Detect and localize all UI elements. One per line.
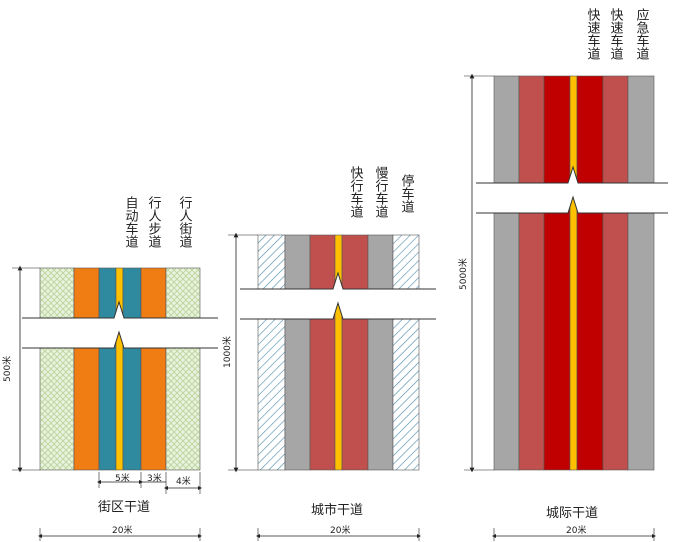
- red-lane-left: [309, 234, 336, 471]
- caption-city-arterial: 城市干道: [311, 502, 363, 518]
- orange-lane-right: [140, 267, 167, 471]
- orange-lane-left: [73, 267, 100, 471]
- width-dim-label-1: 20米: [112, 524, 132, 536]
- caption-street-arterial: 街区干道: [98, 500, 150, 515]
- height-dim-label-3: 5000米: [457, 258, 469, 290]
- label-pedestrian-path: 行人步道: [146, 196, 162, 248]
- median-yellow-3: [569, 75, 578, 471]
- median-yellow: [115, 267, 124, 471]
- red-lane-right: [341, 234, 369, 471]
- section-intercity-arterial: 快速车道 快速车道 应急车道 5000米 城际干道 20米: [457, 7, 668, 541]
- break-line-top: [22, 300, 218, 319]
- section-street-arterial: 自动车道 行人步道 行人街道 500米 5米 3米 4米 街区干道 20米: [1, 196, 218, 541]
- break-gap-3: [476, 167, 668, 213]
- break-gap: [22, 302, 218, 348]
- sub-dim-4m: 4米: [176, 475, 191, 487]
- red-lane-right-3: [602, 75, 629, 471]
- dark-red-lane-right: [576, 75, 604, 471]
- parking-hatch-left: [257, 234, 286, 471]
- label-fast-lane: 快行车道: [348, 166, 364, 218]
- label-motor-lane: 自动车道: [123, 196, 139, 248]
- width-dim-label-2: 20米: [330, 524, 350, 536]
- label-pedestrian-street: 行人街道: [177, 196, 193, 248]
- label-slow-lane: 慢行车道: [373, 165, 389, 218]
- gray-lane-right: [367, 234, 394, 471]
- label-express-lane-2: 快速车道: [608, 8, 624, 60]
- label-emergency-lane: 应急车道: [634, 7, 650, 60]
- width-dim-label-3: 20米: [566, 524, 586, 536]
- emergency-lane-right: [627, 75, 655, 471]
- red-lane-left-3: [518, 75, 545, 471]
- sidewalk-left: [39, 267, 75, 471]
- label-express-lane-1: 快速车道: [585, 8, 601, 60]
- caption-intercity-arterial: 城际干道: [546, 506, 598, 521]
- label-parking-lane: 停车道: [399, 173, 415, 213]
- sub-dim-5m: 5米: [115, 472, 130, 484]
- sidewalk-right: [165, 267, 201, 471]
- teal-lane-right: [122, 267, 142, 471]
- section-city-arterial: 快行车道 慢行车道 停车道 1000米 城市干道 20米: [221, 165, 436, 541]
- height-dim-label-2: 1000米: [221, 336, 233, 368]
- break-gap-2: [240, 273, 436, 319]
- dark-red-lane-left: [543, 75, 571, 471]
- sub-dim-3m: 3米: [147, 472, 162, 484]
- median-yellow-2: [334, 234, 343, 471]
- height-dim-label: 500米: [1, 356, 13, 382]
- break-line-bottom: [22, 330, 218, 349]
- teal-lane-left: [98, 267, 117, 471]
- gray-lane-left: [284, 234, 311, 471]
- emergency-lane-left: [493, 75, 520, 471]
- parking-hatch-right: [392, 234, 420, 471]
